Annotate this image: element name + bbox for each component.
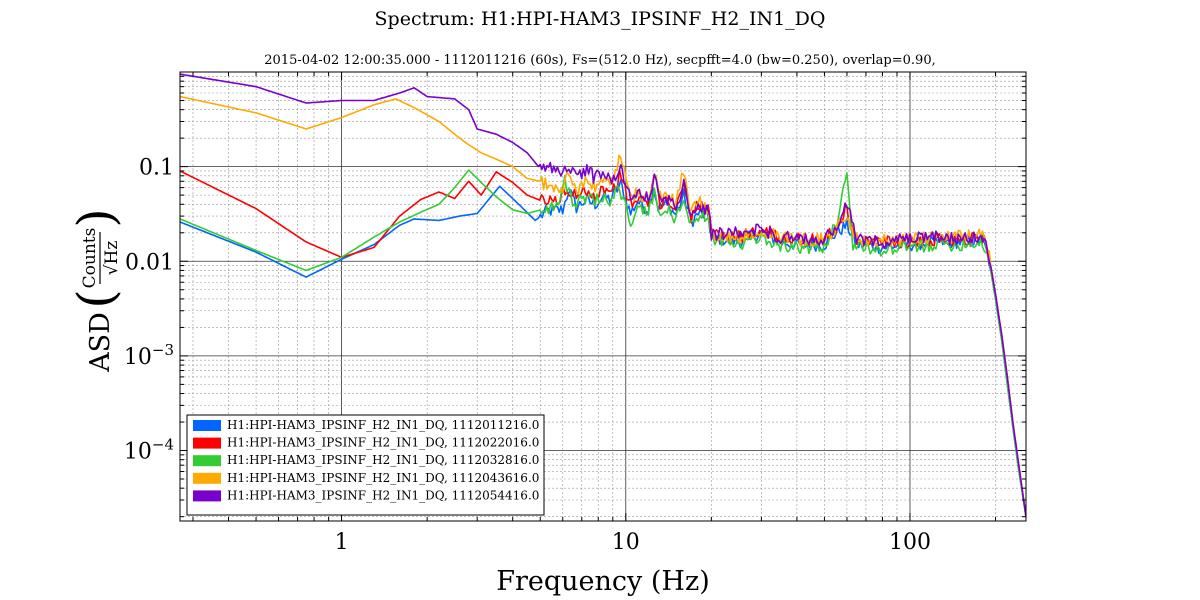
y-axis-label-numerator: Counts xyxy=(80,228,100,289)
y-tick-label: 10−3 xyxy=(124,341,174,370)
legend-swatch xyxy=(193,437,221,449)
y-tick-label: 0.1 xyxy=(139,156,174,181)
axis-ticks: 1 10 100 0.1 0.01 10−3 10−4 xyxy=(124,72,1026,555)
legend-entry: H1:HPI-HAM3_IPSINF_H2_IN1_DQ, 1112022016… xyxy=(227,436,539,450)
legend-box xyxy=(186,414,545,516)
y-tick-label: 10−4 xyxy=(124,436,174,465)
x-tick-label: 1 xyxy=(335,530,349,555)
chart-title: Spectrum: H1:HPI-HAM3_IPSINF_H2_IN1_DQ xyxy=(375,8,826,30)
legend-entry: H1:HPI-HAM3_IPSINF_H2_IN1_DQ, 1112043616… xyxy=(227,471,539,485)
y-axis-label-paren-close: ) xyxy=(67,208,125,228)
y-tick-label: 0.01 xyxy=(125,250,174,275)
legend: H1:HPI-HAM3_IPSINF_H2_IN1_DQ, 1112011216… xyxy=(186,414,545,516)
x-tick-label: 10 xyxy=(612,530,640,555)
x-tick-label: 100 xyxy=(889,530,931,555)
x-axis-label: Frequency (Hz) xyxy=(496,566,709,597)
series-line xyxy=(180,95,1026,517)
plot-area xyxy=(180,73,1026,517)
plot-frame xyxy=(179,71,1027,522)
legend-entry: H1:HPI-HAM3_IPSINF_H2_IN1_DQ, 1112054416… xyxy=(227,488,539,502)
series-line xyxy=(180,73,1026,517)
chart-subtitle: 2015-04-02 12:00:35.000 - 1112011216 (60… xyxy=(264,53,935,68)
legend-swatch xyxy=(193,490,221,502)
legend-swatch xyxy=(193,455,221,467)
y-axis-label-prefix: ASD xyxy=(85,312,116,373)
y-axis-label: ASD ( Counts √Hz ) xyxy=(67,208,125,373)
legend-swatch xyxy=(193,420,221,431)
legend-entry: H1:HPI-HAM3_IPSINF_H2_IN1_DQ, 1112011216… xyxy=(227,418,539,432)
series-line xyxy=(180,169,1026,517)
legend-entry: H1:HPI-HAM3_IPSINF_H2_IN1_DQ, 1112032816… xyxy=(227,453,539,467)
y-axis-label-paren-open: ( xyxy=(67,289,125,309)
y-axis-label-denominator: √Hz xyxy=(102,241,122,276)
legend-swatch xyxy=(193,472,221,484)
